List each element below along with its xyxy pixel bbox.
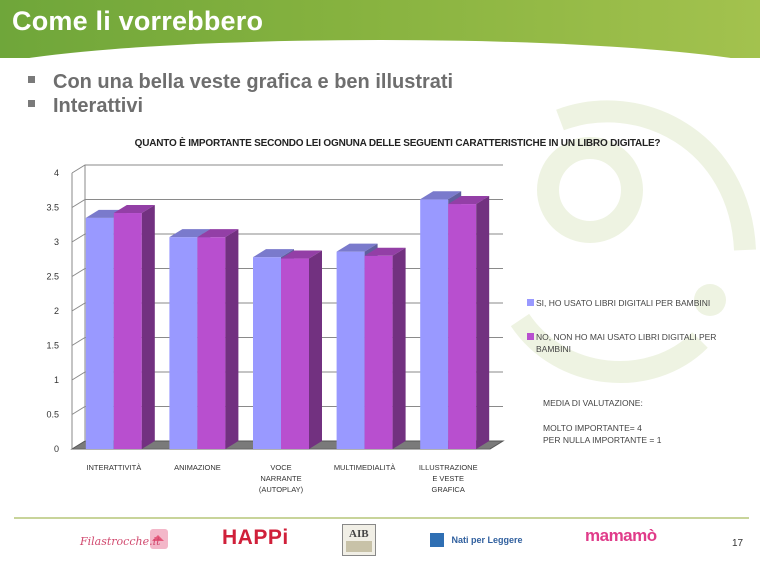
y-tick-label: 1.5 [46,341,59,351]
x-tick-label: VOCE [270,463,291,472]
legend-label: BAMBINI [536,344,571,354]
bar-side [225,229,239,449]
bar-front [420,199,449,449]
bar [113,205,155,449]
note-line: MOLTO IMPORTANTE= 4 [543,423,642,433]
legend-label: NO, NON HO MAI USATO LIBRI DIGITALI PER [536,332,717,342]
bar [364,247,406,449]
page-number: 17 [732,538,744,549]
logo-text: Nati per Leggere [451,534,523,545]
y-tick-label: 1 [54,375,59,385]
legend-item-series1: SI, HO USATO LIBRI DIGITALI PER BAMBINI [527,298,710,308]
x-tick-label: MULTIMEDIALITÀ [334,463,396,472]
y-tick-label: 0 [54,444,59,454]
mamamo-logo: mamamò [585,526,685,552]
x-tick-label: E VESTE [432,474,464,483]
bar-top [281,250,322,259]
slide-title: Come li vorrebbero [12,6,264,36]
legend-label: SI, HO USATO LIBRI DIGITALI PER BAMBINI [536,298,711,308]
logo-text: HAPPi [222,526,289,549]
bar-top [253,249,294,258]
x-tick-label: NARRANTE [260,474,301,483]
y-tick-label: 0.5 [46,410,59,420]
note-title: MEDIA DI VALUTAZIONE: [543,398,643,408]
legend-swatch-icon [527,299,534,307]
bar-front [169,237,198,449]
bar-front [281,258,309,449]
bullet-square-icon [28,76,35,84]
nati-per-leggere-logo: Nati per Leggere [430,531,550,549]
y-tick-label: 3.5 [46,203,59,213]
x-tick-label: GRAFICA [432,485,465,494]
bar-front [364,255,393,449]
bar-side [476,196,490,449]
header-bar [0,0,760,58]
legend-item-series2: NO, NON HO MAI USATO LIBRI DIGITALI PER [527,332,716,342]
bar [197,229,239,449]
bar-side [141,205,155,449]
y-tick-label: 4 [54,168,59,178]
bullet-text: Interattivi [53,95,144,117]
bar-front [197,237,226,449]
legend-item-series2-cont: BAMBINI [536,344,571,354]
bar-front [85,217,114,449]
filastrocche-logo: Filastrocche.it [80,527,180,553]
bullet-text: Con una bella veste grafica e ben illust… [53,71,454,93]
bar-front [113,213,142,449]
bar-top [364,247,406,256]
legend-swatch-icon [527,333,534,341]
y-tick-label: 3 [54,237,59,247]
bar-top [336,243,378,252]
logo-text: Filastrocche.it [80,535,161,548]
bar [448,196,490,449]
y-tick-label: 2 [54,306,59,316]
footer-divider [14,517,749,519]
bar-top [197,229,239,238]
chart-title: QUANTO È IMPORTANTE SECONDO LEI OGNUNA D… [134,138,661,149]
x-tick-label: (AUTOPLAY) [259,485,304,494]
bullet-item: Interattivi [28,95,143,118]
bar-top [169,229,211,238]
x-tick-label: ANIMAZIONE [174,463,221,472]
bar-top [113,205,155,214]
bullet-item: Con una bella veste grafica e ben illust… [28,71,453,94]
bullet-square-icon [28,100,35,108]
bar-front [448,204,477,449]
bar-side [309,250,322,449]
y-tick-label: 2.5 [46,272,59,282]
bar [281,250,322,449]
header-curve [0,40,760,58]
happi-logo: HAPPi [222,526,292,552]
bar-side [392,247,406,449]
x-tick-label: INTERATTIVITÀ [86,463,141,472]
book-icon [430,532,444,547]
bar-top [420,191,462,200]
x-tick-label: ILLUSTRAZIONE [419,463,478,472]
logo-text: AIB [349,528,369,540]
bar-top [448,196,490,205]
note-line: PER NULLA IMPORTANTE = 1 [543,435,662,445]
bar-front [253,257,281,449]
aib-logo: AIB [342,524,376,556]
logo-text: mamamò [585,526,657,545]
bar-front [336,251,365,449]
